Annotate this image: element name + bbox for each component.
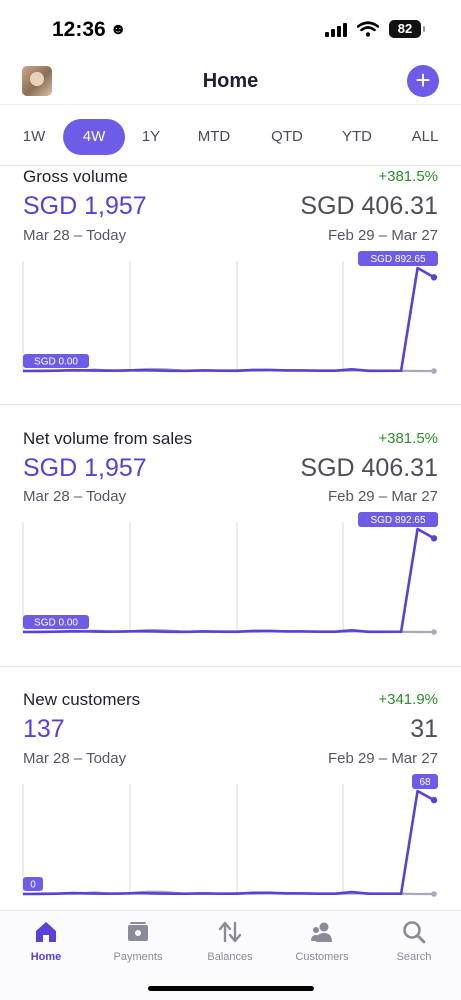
metric-range: Mar 28 – Today <box>23 750 127 767</box>
metric-change: +381.5% <box>378 168 438 185</box>
status-emoji: ☻ <box>109 21 127 38</box>
min-value-label: SGD 0.00 <box>34 618 78 629</box>
metric-change: +341.9% <box>378 691 438 708</box>
metric-label: Net volume from sales <box>23 429 193 448</box>
min-value-badge <box>23 615 89 629</box>
battery-indicator: 82 <box>389 20 425 38</box>
metric-previous-value: 31 <box>410 715 438 743</box>
gross-volume-chart: SGD 0.00 SGD 892.65 <box>22 251 438 374</box>
metric-value: SGD 1,957 <box>23 454 147 482</box>
net-volume-chart: SGD 0.00 SGD 892.65 <box>22 512 438 635</box>
metric-value: 137 <box>23 715 65 743</box>
current-period-line <box>23 266 435 373</box>
min-value-label: 0 <box>30 880 36 891</box>
metric-net-volume[interactable]: Net volume from sales +381.5% SGD 1,957 … <box>0 428 461 666</box>
max-value-label: SGD 892.65 <box>370 515 425 526</box>
metric-previous-range: Feb 29 – Mar 27 <box>327 227 438 244</box>
nav-balances[interactable]: Balances <box>184 919 276 963</box>
metric-label: New customers <box>23 690 141 709</box>
metric-label: Gross volume <box>23 167 128 186</box>
status-icons: 82 <box>325 20 425 38</box>
current-period-end-point <box>430 796 438 804</box>
tab-all[interactable]: ALL <box>411 128 439 145</box>
status-bar: 12:36 ☻ 82 <box>0 0 461 62</box>
min-value-badge <box>23 877 43 891</box>
metric-gross-volume[interactable]: Gross volume +381.5% SGD 1,957 SGD 406.3… <box>0 166 461 404</box>
max-value-label: SGD 892.65 <box>370 254 425 265</box>
max-value-badge <box>358 251 438 266</box>
tab-1w[interactable]: 1W <box>22 128 46 145</box>
min-value-badge <box>23 354 89 368</box>
metric-range: Mar 28 – Today <box>23 488 127 505</box>
nav-label: Balances <box>207 951 253 963</box>
cellular-signal-icon <box>325 21 347 37</box>
metric-value: SGD 1,957 <box>23 192 147 220</box>
nav-home[interactable]: Home <box>0 919 92 963</box>
tab-4w[interactable]: 4W <box>63 119 125 155</box>
balances-icon <box>218 921 242 943</box>
max-value-badge <box>358 512 438 527</box>
metric-change: +381.5% <box>378 430 438 447</box>
nav-search[interactable]: Search <box>368 919 460 963</box>
home-indicator <box>148 986 314 991</box>
previous-period-end-point <box>431 891 437 897</box>
page-title: Home <box>202 70 259 92</box>
nav-label: Customers <box>295 951 349 963</box>
status-time: 12:36 ☻ <box>52 18 127 41</box>
max-value-label: 68 <box>419 777 431 788</box>
payments-icon <box>128 922 148 941</box>
min-value-label: SGD 0.00 <box>34 357 78 368</box>
tab-ytd[interactable]: YTD <box>342 128 372 145</box>
current-period-line <box>23 789 435 896</box>
add-button[interactable]: + <box>407 65 439 97</box>
metric-previous-value: SGD 406.31 <box>300 454 438 482</box>
current-period-end-point <box>430 274 438 281</box>
tab-1y[interactable]: 1Y <box>141 128 161 145</box>
tab-qtd[interactable]: QTD <box>271 128 303 145</box>
search-icon <box>403 921 426 944</box>
previous-period-end-point <box>431 629 437 635</box>
wifi-icon <box>357 21 379 37</box>
max-value-badge <box>412 774 438 789</box>
tab-mtd[interactable]: MTD <box>197 128 231 145</box>
metric-new-customers[interactable]: New customers +341.9% 137 31 Mar 28 – To… <box>0 690 461 910</box>
previous-period-end-point <box>431 368 437 374</box>
avatar[interactable] <box>22 66 52 96</box>
nav-payments[interactable]: Payments <box>92 919 184 963</box>
new-customers-chart: 0 68 <box>22 774 438 897</box>
period-tabs: 1W 4W 1Y MTD QTD YTD ALL <box>0 104 461 166</box>
bottom-nav: Home Payments Balances Customers Search <box>0 910 461 1000</box>
metric-previous-range: Feb 29 – Mar 27 <box>327 750 438 767</box>
nav-customers[interactable]: Customers <box>276 919 368 963</box>
app-header: Home + <box>0 62 461 104</box>
metric-previous-value: SGD 406.31 <box>300 192 438 220</box>
current-period-line <box>23 527 435 634</box>
home-icon <box>36 922 56 942</box>
customers-icon <box>311 922 332 942</box>
nav-label: Payments <box>113 951 163 963</box>
metric-range: Mar 28 – Today <box>23 227 127 244</box>
nav-label: Search <box>396 951 432 963</box>
nav-label: Home <box>30 951 62 963</box>
metric-previous-range: Feb 29 – Mar 27 <box>327 488 438 505</box>
divider <box>0 666 461 667</box>
current-period-end-point <box>430 535 438 542</box>
divider <box>0 404 461 405</box>
